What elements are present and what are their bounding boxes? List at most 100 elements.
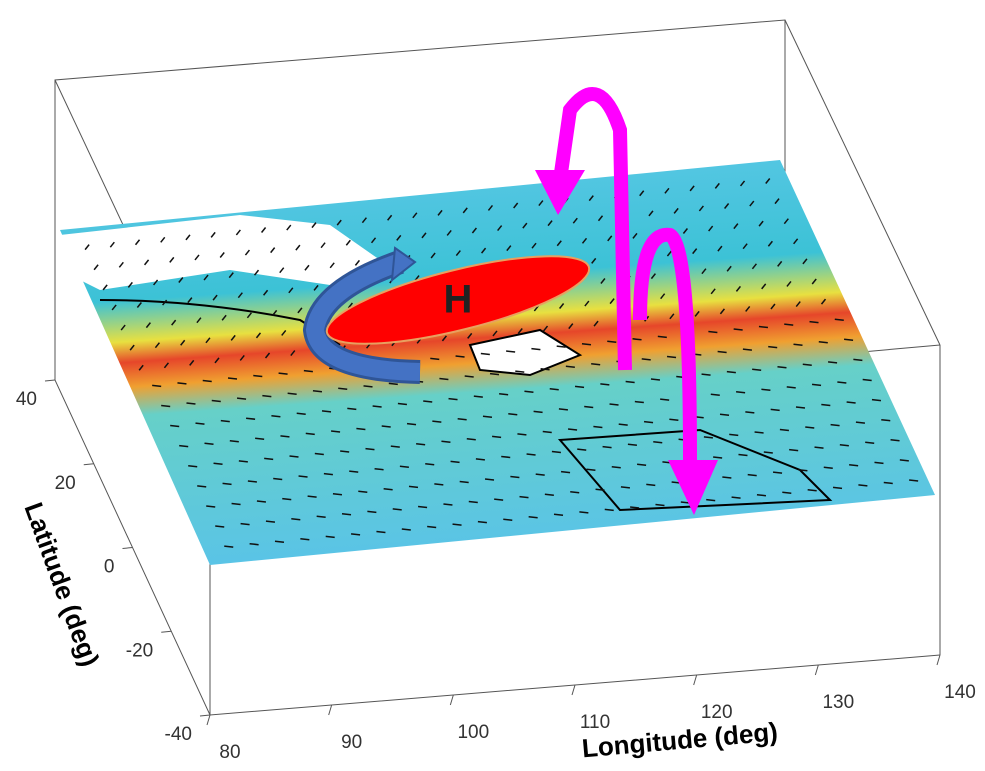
wind-vector xyxy=(253,376,262,377)
wind-vector xyxy=(768,347,777,348)
wind-vector xyxy=(315,454,324,455)
wind-vector xyxy=(577,449,586,450)
wind-vector xyxy=(727,372,736,373)
wind-vector xyxy=(425,464,434,465)
wind-vector xyxy=(720,414,729,415)
wind-vector xyxy=(743,349,752,350)
wind-vector xyxy=(246,418,255,419)
x-tick-label: 140 xyxy=(944,682,976,703)
wind-vector xyxy=(503,519,512,520)
wind-vector xyxy=(853,359,862,360)
wind-vector xyxy=(465,376,474,377)
wind-vector xyxy=(787,387,796,388)
x-tick xyxy=(937,655,940,665)
wind-vector xyxy=(891,440,900,441)
wind-vector xyxy=(478,522,487,523)
wind-vector xyxy=(815,447,824,448)
wind-vector xyxy=(393,509,402,510)
wind-vector xyxy=(275,541,284,542)
wind-vector xyxy=(711,394,720,395)
wind-vector xyxy=(508,414,517,415)
wind-vector xyxy=(188,466,197,467)
wind-vector xyxy=(722,477,731,478)
wind-vector xyxy=(789,450,798,451)
wind-vector xyxy=(828,362,837,363)
wind-vector xyxy=(833,487,842,488)
wind-vector xyxy=(748,475,757,476)
wind-vector xyxy=(264,458,273,459)
x-tick-label: 130 xyxy=(822,692,854,713)
x-tick xyxy=(207,715,210,725)
wind-vector xyxy=(215,526,224,527)
wind-vector xyxy=(856,422,865,423)
wind-vector xyxy=(290,456,299,457)
wind-vector xyxy=(224,546,233,547)
wind-vector xyxy=(304,371,313,372)
x-tick-label: 90 xyxy=(341,732,362,753)
wind-vector xyxy=(326,536,335,537)
wind-vector xyxy=(531,349,540,350)
wind-vector xyxy=(821,405,830,406)
wind-vector xyxy=(759,327,768,328)
wind-vector xyxy=(510,477,519,478)
wind-vector xyxy=(324,474,333,475)
wind-vector xyxy=(384,489,393,490)
wind-vector xyxy=(849,465,858,466)
wind-vector xyxy=(441,441,450,442)
wind-vector xyxy=(179,446,188,447)
wind-vector xyxy=(669,419,678,420)
wind-vector xyxy=(364,386,373,387)
wind-vector xyxy=(356,429,365,430)
wind-vector xyxy=(409,486,418,487)
wind-vector xyxy=(655,505,664,506)
wind-vector xyxy=(793,344,802,345)
wind-vector xyxy=(858,485,867,486)
wind-vector xyxy=(280,436,289,437)
wind-vector xyxy=(499,394,508,395)
wind-vector xyxy=(782,492,791,493)
wind-vector xyxy=(771,409,780,410)
wind-vector xyxy=(757,495,766,496)
wind-vector xyxy=(644,422,653,423)
wind-vector xyxy=(798,470,807,471)
wind-vector xyxy=(566,366,575,367)
wind-vector xyxy=(398,404,407,405)
wind-vector xyxy=(299,476,308,477)
wind-vector xyxy=(734,329,743,330)
wind-vector xyxy=(485,479,494,480)
wind-vector xyxy=(212,401,221,402)
x-tick-label: 100 xyxy=(457,722,489,743)
wind-vector xyxy=(653,442,662,443)
wind-vector xyxy=(708,331,717,332)
wind-vector xyxy=(738,455,747,456)
wind-vector xyxy=(458,419,467,420)
wind-vector xyxy=(600,384,609,385)
wind-vector xyxy=(568,429,577,430)
wind-vector xyxy=(819,342,828,343)
wind-vector xyxy=(262,396,271,397)
wind-vector xyxy=(808,490,817,491)
wind-vector xyxy=(621,487,630,488)
wind-vector xyxy=(520,497,529,498)
wind-vector xyxy=(591,364,600,365)
wind-vector xyxy=(481,354,490,355)
wind-vector xyxy=(527,454,536,455)
wind-vector xyxy=(273,479,282,480)
wind-vector xyxy=(347,408,356,409)
wind-vector xyxy=(460,481,469,482)
wind-vector xyxy=(803,364,812,365)
wind-vector xyxy=(874,462,883,463)
wind-vector xyxy=(432,421,441,422)
wind-vector xyxy=(453,524,462,525)
wind-vector xyxy=(501,456,510,457)
wind-vector xyxy=(342,514,351,515)
x-tick xyxy=(572,685,575,695)
wind-vector xyxy=(635,402,644,403)
wind-vector xyxy=(557,346,566,347)
wind-vector xyxy=(642,359,651,360)
wind-vector xyxy=(469,502,478,503)
wind-vector xyxy=(780,430,789,431)
wind-vector xyxy=(308,496,317,497)
wind-vector xyxy=(203,380,212,381)
wind-vector xyxy=(177,383,186,384)
